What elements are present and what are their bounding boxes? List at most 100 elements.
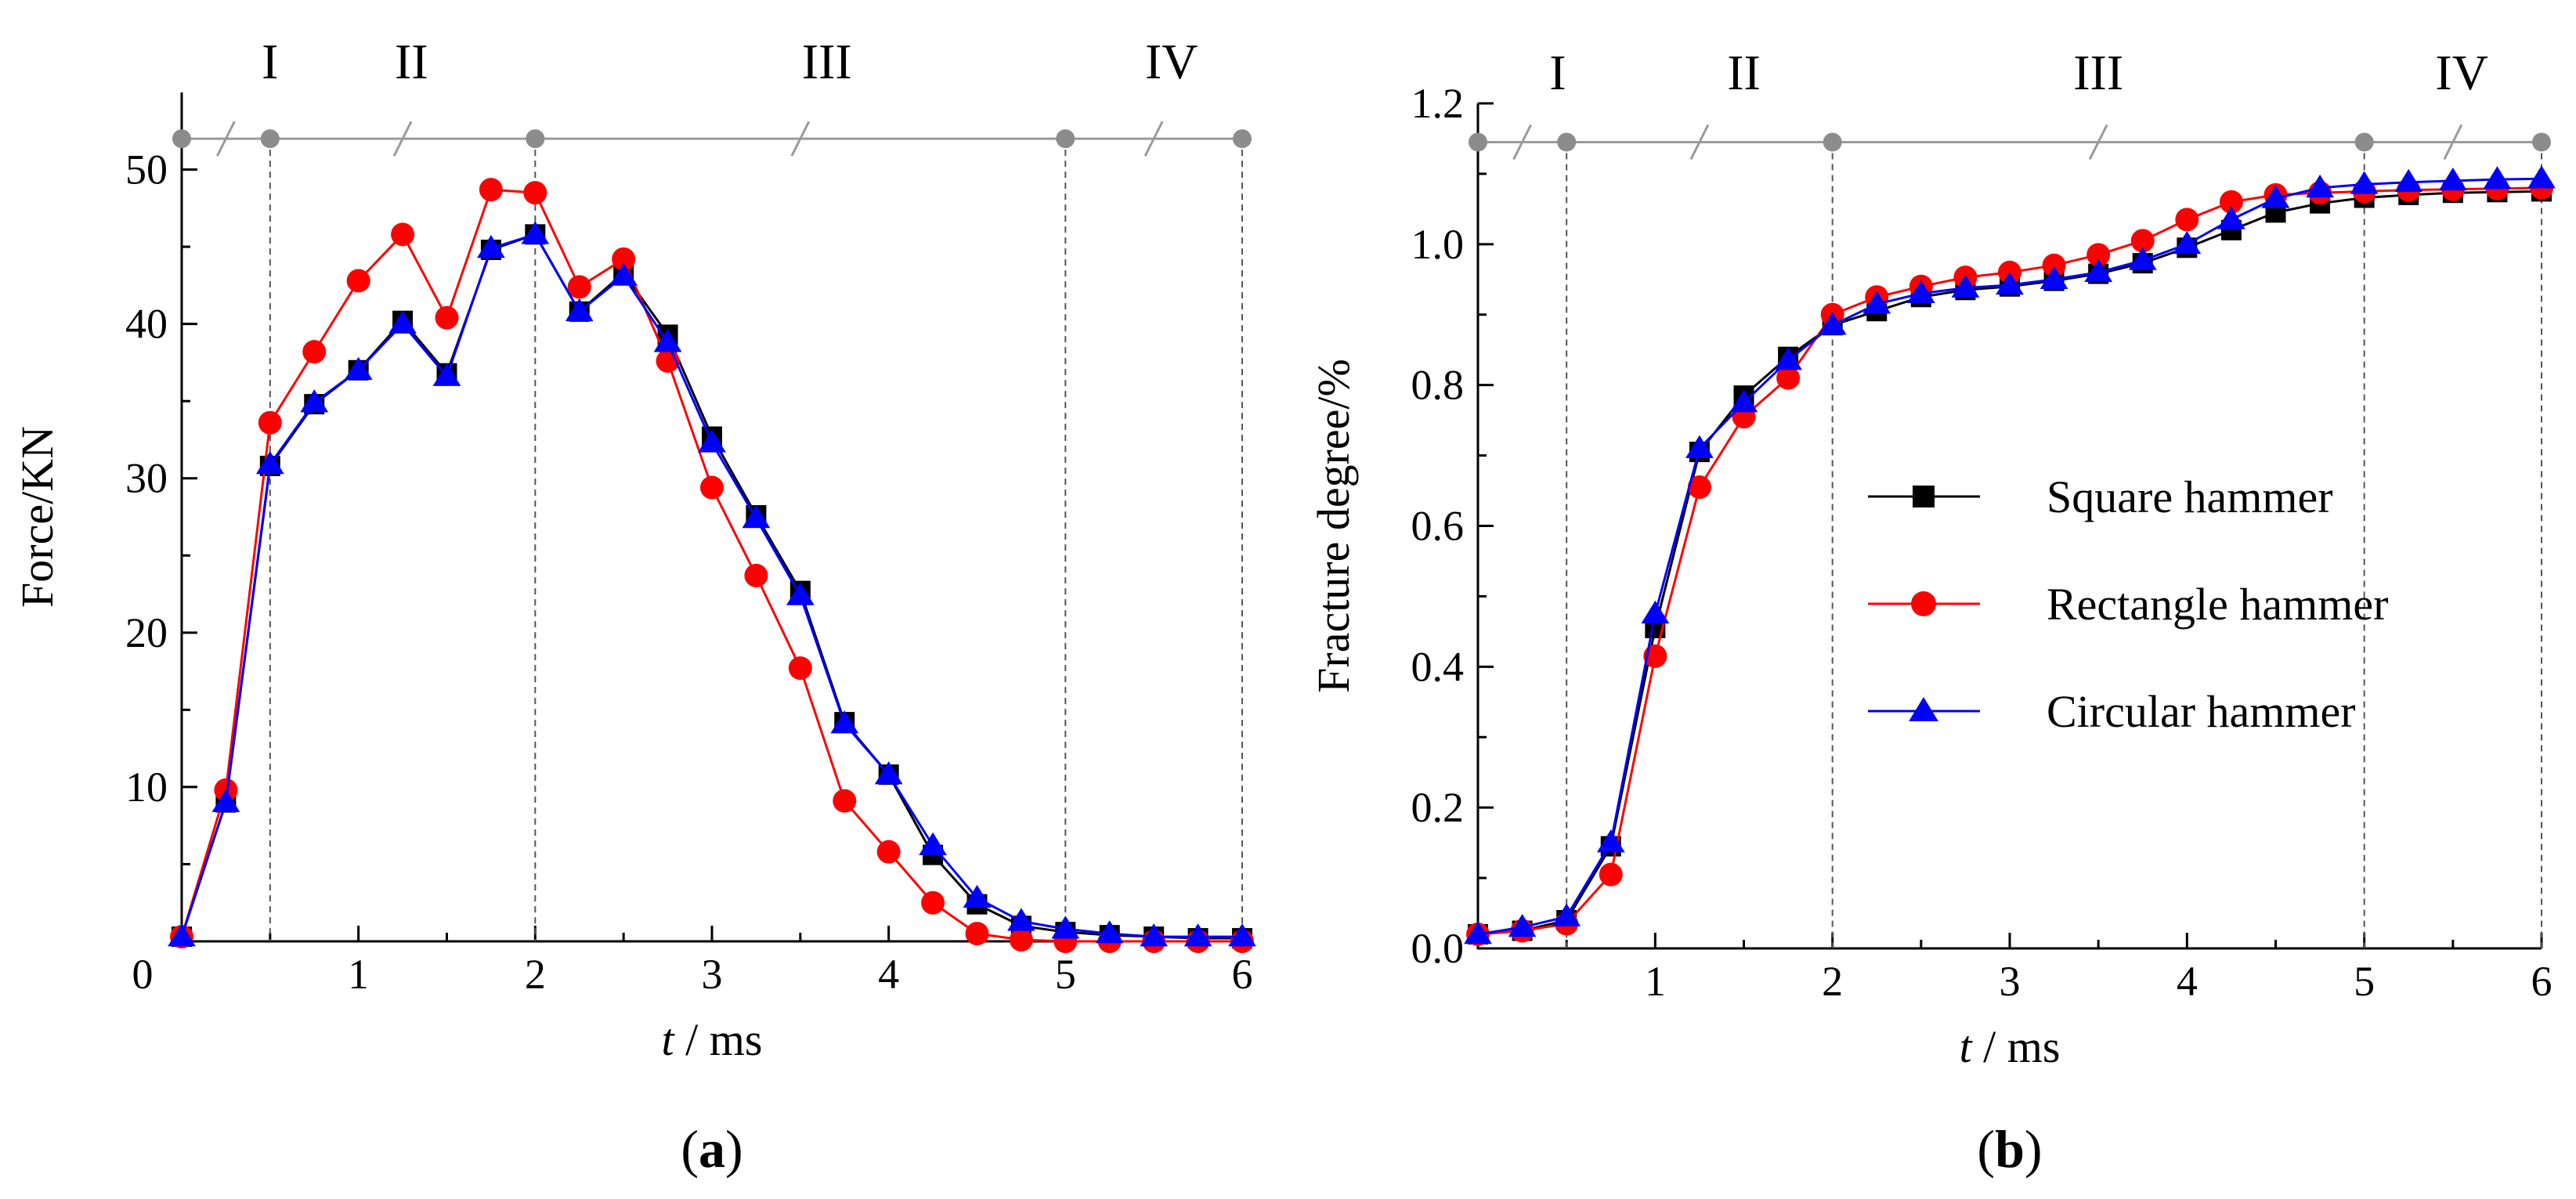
data-point — [1862, 291, 1891, 314]
x-tick-label: 6 — [2531, 958, 2553, 1005]
x-axis-title: t / ms — [662, 1014, 763, 1065]
data-point — [1183, 923, 1212, 947]
data-point — [1464, 921, 1492, 944]
x-axis-title: t / ms — [1960, 1021, 2061, 1072]
data-point — [609, 262, 638, 286]
data-point — [874, 761, 903, 785]
panel-label-close: ) — [2025, 1119, 2043, 1179]
data-point — [2394, 168, 2423, 192]
y-tick-label: 0.0 — [1411, 925, 1465, 972]
data-point — [921, 890, 945, 915]
stage-label: III — [2073, 45, 2123, 100]
origin-label: 0 — [132, 951, 154, 998]
series-circular-hammer — [1464, 165, 2556, 944]
data-point — [2130, 229, 2155, 253]
data-point — [2306, 174, 2334, 198]
x-tick-label: 2 — [525, 951, 546, 998]
data-point — [2086, 243, 2111, 267]
stage-dot — [1469, 132, 1487, 152]
panel-label-open: ( — [1977, 1119, 1995, 1179]
data-point — [432, 363, 461, 386]
y-tick-label: 0.8 — [1411, 362, 1465, 409]
stage-dot — [172, 129, 191, 149]
data-point — [2483, 166, 2512, 190]
data-point — [2042, 253, 2066, 277]
data-point — [479, 178, 503, 202]
stage-slash — [2443, 124, 2463, 161]
data-point — [788, 656, 812, 681]
x-axis-title-unit: / ms — [1972, 1021, 2061, 1072]
data-point — [211, 789, 240, 812]
stage-slash — [790, 121, 811, 157]
data-point — [1095, 920, 1124, 944]
data-point — [2219, 190, 2243, 214]
legend: Square hammer Rectangle hammer Circular ha… — [1868, 471, 2388, 737]
data-point — [1051, 916, 1080, 939]
data-point — [876, 840, 901, 864]
data-point — [2438, 167, 2467, 191]
data-point — [388, 310, 417, 334]
axes-frame — [1476, 103, 2542, 950]
data-point — [565, 298, 594, 322]
x-axis-title-var: t — [662, 1014, 676, 1065]
data-point — [435, 305, 459, 330]
data-point — [830, 710, 859, 734]
series-line — [1477, 186, 2542, 936]
data-point — [1951, 274, 1980, 298]
data-point — [567, 275, 591, 299]
data-point — [744, 563, 768, 587]
y-tick-label: 0.4 — [1411, 643, 1465, 690]
data-point — [963, 884, 992, 908]
stage-label: II — [395, 34, 428, 89]
stage-dot — [2532, 132, 2551, 152]
axes-frame — [180, 92, 1242, 943]
data-point — [477, 235, 505, 258]
data-point — [1596, 829, 1625, 853]
data-point — [2217, 206, 2245, 229]
panel-label-letter: b — [1995, 1119, 2025, 1179]
x-tick-label: 2 — [1822, 958, 1843, 1005]
stage-slash — [1689, 124, 1710, 161]
y-tick-label: 1.0 — [1411, 221, 1465, 268]
data-point — [2084, 258, 2113, 283]
stage-dot — [1056, 129, 1075, 149]
stage-slash — [392, 121, 413, 157]
data-point — [168, 923, 196, 947]
legend-label: Square hammer — [2047, 471, 2333, 522]
x-tick-label: 6 — [1232, 951, 1253, 998]
data-point — [1909, 697, 1938, 721]
data-point — [653, 329, 682, 352]
y-tick-label: 10 — [125, 764, 168, 811]
data-point — [1913, 486, 1935, 507]
data-point — [1228, 923, 1256, 947]
x-tick-label: 5 — [2354, 958, 2375, 1005]
stage-label: II — [1727, 45, 1761, 100]
x-tick-label: 4 — [878, 951, 899, 998]
stage-dot — [1233, 129, 1252, 149]
data-point — [1906, 280, 1935, 304]
stage-label: III — [802, 34, 852, 89]
series-rectangle-hammer — [170, 178, 1254, 953]
stage-dot — [1823, 132, 1842, 152]
series-line — [180, 188, 1242, 943]
data-point — [1599, 862, 1623, 887]
y-tick-label: 0.6 — [1411, 503, 1465, 550]
data-point — [346, 269, 370, 293]
stage-label: I — [1549, 45, 1566, 100]
y-tick-label: 0.2 — [1411, 784, 1465, 831]
data-point — [2527, 165, 2556, 189]
data-point — [833, 789, 857, 813]
panel-label: (a) — [681, 1119, 742, 1179]
y-tick-label: 20 — [125, 609, 168, 656]
stage-dot — [526, 129, 545, 149]
data-point — [965, 922, 989, 946]
x-axis-title-unit: / ms — [674, 1014, 763, 1065]
panel-label-letter: a — [699, 1119, 725, 1179]
data-point — [1009, 928, 1033, 952]
data-point — [698, 429, 726, 453]
stage-slash — [1512, 124, 1532, 161]
data-point — [700, 475, 724, 500]
stage-slash — [216, 121, 236, 157]
